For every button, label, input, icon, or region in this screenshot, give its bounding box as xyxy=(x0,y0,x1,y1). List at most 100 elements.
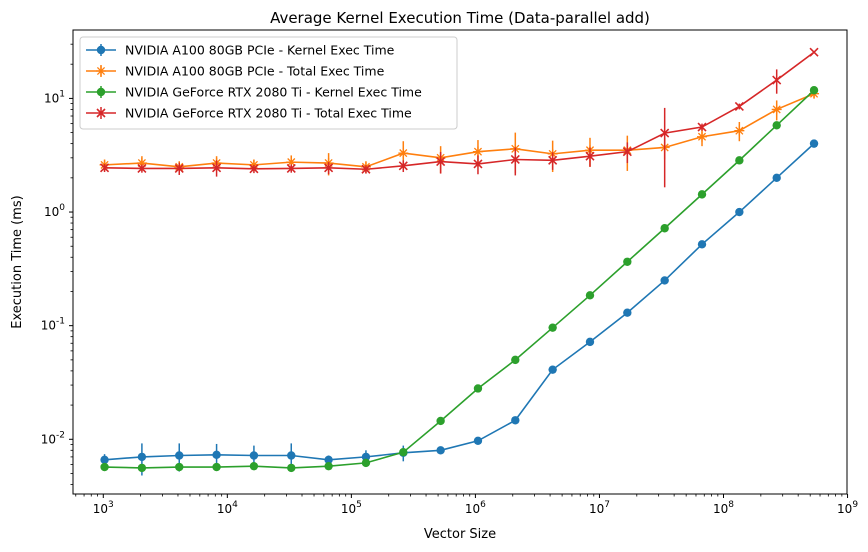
data-point xyxy=(324,461,333,471)
data-point xyxy=(473,436,483,445)
data-point xyxy=(660,128,670,138)
data-point xyxy=(287,463,296,473)
data-point xyxy=(473,159,483,169)
data-point xyxy=(772,121,781,130)
x-tick-label: 103 xyxy=(93,500,114,516)
data-point xyxy=(585,291,595,300)
chart-title: Average Kernel Execution Time (Data-para… xyxy=(270,9,650,27)
series-line xyxy=(104,143,815,461)
data-point xyxy=(436,157,446,167)
data-point xyxy=(585,337,595,347)
x-tick-label: 109 xyxy=(837,500,858,516)
data-point xyxy=(511,416,520,425)
data-point xyxy=(660,276,669,285)
data-point xyxy=(249,451,259,460)
data-point xyxy=(697,240,707,249)
data-point xyxy=(174,163,184,173)
series-line xyxy=(104,92,815,168)
data-point xyxy=(436,446,445,455)
data-point xyxy=(697,190,707,199)
plot-marks xyxy=(99,47,820,476)
data-point xyxy=(472,146,483,157)
data-point xyxy=(735,207,744,217)
y-tick-label: 10-1 xyxy=(41,317,65,333)
data-point xyxy=(548,365,557,374)
legend-entry: NVIDIA A100 80GB PCIe - Kernel Exec Time xyxy=(86,43,395,58)
data-point xyxy=(548,155,558,165)
data-point xyxy=(361,164,371,174)
data-point xyxy=(398,161,408,171)
y-tick-label: 10-2 xyxy=(41,430,65,446)
data-point xyxy=(734,125,745,136)
legend-entry: NVIDIA A100 80GB PCIe - Total Exec Time xyxy=(86,64,385,79)
data-point xyxy=(137,163,147,173)
legend-marker xyxy=(96,66,106,76)
series-3 xyxy=(100,86,819,473)
data-point xyxy=(697,131,708,142)
legend-marker xyxy=(96,108,106,118)
data-point xyxy=(100,455,109,464)
series-4 xyxy=(99,47,819,188)
data-point xyxy=(399,447,408,457)
x-axis-label: Vector Size xyxy=(424,527,496,542)
data-point xyxy=(137,463,147,473)
data-point xyxy=(809,47,819,57)
data-point xyxy=(249,461,259,471)
data-point xyxy=(398,148,409,159)
x-axis-ticks: 103 104 105 106 107 108 109 xyxy=(75,494,858,516)
x-tick-label: 108 xyxy=(713,500,734,516)
data-point xyxy=(622,147,632,157)
legend: NVIDIA A100 80GB PCIe - Kernel Exec Time… xyxy=(79,36,458,130)
data-point xyxy=(287,451,296,460)
data-point xyxy=(361,458,371,468)
data-point xyxy=(473,384,483,393)
legend-label: NVIDIA GeForce RTX 2080 Ti - Kernel Exec… xyxy=(125,85,422,100)
data-point xyxy=(697,122,707,132)
data-point xyxy=(175,451,184,460)
data-point xyxy=(772,75,782,85)
y-axis-label: Execution Time (ms) xyxy=(10,195,25,328)
data-point xyxy=(99,163,110,173)
data-point xyxy=(286,163,296,173)
data-point xyxy=(436,416,445,426)
data-point xyxy=(212,462,221,472)
data-point xyxy=(548,323,557,332)
data-point xyxy=(771,104,782,115)
data-point xyxy=(324,163,334,173)
x-tick-label: 104 xyxy=(217,500,238,516)
data-point xyxy=(623,308,632,317)
x-tick-label: 107 xyxy=(589,500,610,516)
data-point xyxy=(735,156,744,165)
data-point xyxy=(772,173,781,183)
y-tick-label: 100 xyxy=(44,203,65,219)
data-point xyxy=(511,355,520,365)
data-point xyxy=(809,139,819,148)
legend-marker xyxy=(96,87,106,97)
data-point xyxy=(249,164,259,174)
legend-box xyxy=(79,36,458,130)
legend-marker xyxy=(96,45,106,55)
data-point xyxy=(212,450,221,460)
x-tick-label: 105 xyxy=(341,500,362,516)
data-point xyxy=(175,462,184,472)
data-point xyxy=(324,455,333,464)
data-point xyxy=(212,163,222,173)
data-point xyxy=(510,154,520,165)
y-tick-label: 101 xyxy=(44,89,65,105)
data-point xyxy=(137,452,147,462)
plot-frame xyxy=(72,29,848,495)
data-point xyxy=(585,151,595,161)
series-1 xyxy=(100,139,819,476)
legend-label: NVIDIA A100 80GB PCIe - Total Exec Time xyxy=(125,64,385,79)
data-point xyxy=(136,158,147,169)
data-point xyxy=(623,257,632,266)
legend-entry: NVIDIA GeForce RTX 2080 Ti - Total Exec … xyxy=(86,106,412,121)
y-axis-ticks: 10-2 10-1 100 101 xyxy=(41,43,73,485)
data-point xyxy=(100,462,109,472)
data-point xyxy=(286,157,297,168)
x-tick-label: 106 xyxy=(465,500,486,516)
data-point xyxy=(660,224,669,233)
legend-label: NVIDIA GeForce RTX 2080 Ti - Total Exec … xyxy=(125,106,412,121)
data-point xyxy=(734,101,744,111)
